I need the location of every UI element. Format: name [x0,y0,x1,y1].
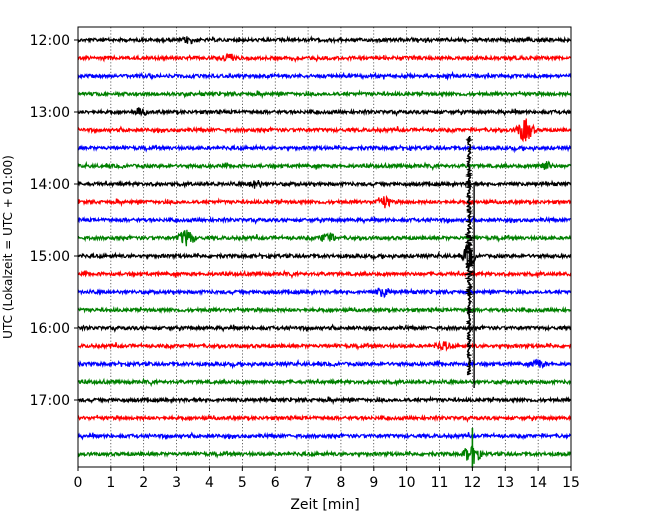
y-tick-label-1200: 12:00 [30,33,70,49]
trace-1330 [77,143,572,154]
y-tick-label-1600: 16:00 [30,321,70,337]
x-tick-label-12: 12 [463,475,481,491]
spike-event-0 [464,135,475,376]
x-tick-label-3: 3 [172,475,181,491]
x-tick-label-4: 4 [205,475,214,491]
trace-1600 [77,323,572,333]
x-tick-label-2: 2 [139,475,148,491]
trace-1245 [77,89,572,100]
x-tick-label-15: 15 [562,475,580,491]
x-tick-label-11: 11 [431,475,449,491]
x-tick-label-1: 1 [106,475,115,491]
trace-1345 [77,160,572,172]
x-tick-label-5: 5 [238,475,247,491]
y-tick-label-1300: 13:00 [30,105,70,121]
trace-1615 [77,340,572,352]
trace-1300 [77,107,572,117]
trace-1730 [77,431,572,441]
trace-1445 [77,229,572,247]
trace-1745 [77,444,572,464]
trace-1400 [77,179,572,189]
trace-1315 [77,118,572,143]
trace-1630 [77,358,571,370]
trace-1530 [77,287,572,299]
trace-1415 [77,194,572,209]
y-tick-label-1500: 15:00 [30,249,70,265]
x-tick-label-9: 9 [369,475,378,491]
trace-1715 [77,413,572,423]
x-tick-label-10: 10 [398,475,416,491]
trace-1430 [77,215,572,225]
trace-1200 [77,35,572,45]
x-tick-label-0: 0 [74,475,83,491]
trace-1230 [77,70,572,81]
trace-1515 [77,269,572,280]
seismic-traces [77,35,572,464]
y-axis-label: UTC (Lokalzeit = UTC + 01:00) [1,155,15,339]
y-axis-ticks: 12:00 13:00 14:00 15:00 16:00 17:00 [30,33,78,409]
x-tick-label-6: 6 [271,475,280,491]
y-tick-label-1400: 14:00 [30,177,70,193]
x-axis-label: Zeit [min] [290,497,359,513]
vertical-spike-group [464,135,475,468]
trace-1215 [77,52,571,63]
trace-1645 [77,377,572,388]
x-tick-label-13: 13 [496,475,514,491]
y-tick-label-1700: 17:00 [30,393,70,409]
trace-1545 [77,305,572,314]
trace-1700 [77,395,572,406]
x-tick-label-7: 7 [304,475,313,491]
x-tick-label-8: 8 [336,475,345,491]
x-axis-ticks: 0 1 2 3 4 5 6 7 8 9 10 11 12 13 14 15 [74,467,580,491]
plot-frame [77,26,572,468]
trace-1500 [77,243,572,269]
x-tick-label-14: 14 [529,475,547,491]
